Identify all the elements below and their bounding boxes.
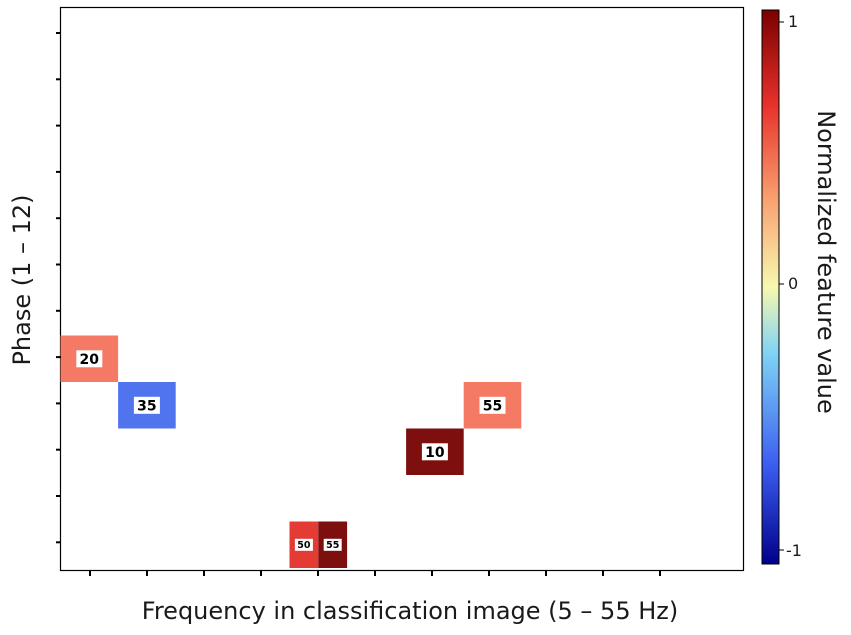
- plot-area: [59, 6, 745, 572]
- cell-label: 20: [80, 352, 100, 368]
- heatmap-cells: 20 35 10 55 50 55: [60, 335, 522, 568]
- cell-label: 55: [483, 398, 502, 414]
- cell-label: 50: [297, 540, 311, 551]
- y-axis-ticks: [56, 32, 61, 544]
- cell-label-background: [76, 350, 103, 368]
- cell-label: 35: [137, 398, 156, 414]
- x-axis-ticks: [89, 571, 661, 576]
- colorbar: [761, 9, 780, 565]
- colorbar-label: Normalized feature value: [812, 110, 840, 414]
- x-axis-title: Frequency in classification image (5 – 5…: [142, 597, 678, 625]
- y-axis-title: Phase (1 – 12): [8, 194, 36, 365]
- cell-label-background: [421, 443, 448, 461]
- colorbar-tick-label-top: 1: [788, 12, 798, 31]
- cell-label-background: [133, 396, 160, 414]
- cell-label-background: [323, 538, 342, 551]
- cell-label-background: [479, 396, 506, 414]
- cell-label: 55: [326, 540, 339, 551]
- colorbar-tick-label-bottom: -1: [786, 541, 802, 560]
- colorbar-tick-label-mid: 0: [788, 274, 798, 293]
- cell-label-background: [294, 538, 313, 551]
- cell-label: 10: [425, 445, 445, 461]
